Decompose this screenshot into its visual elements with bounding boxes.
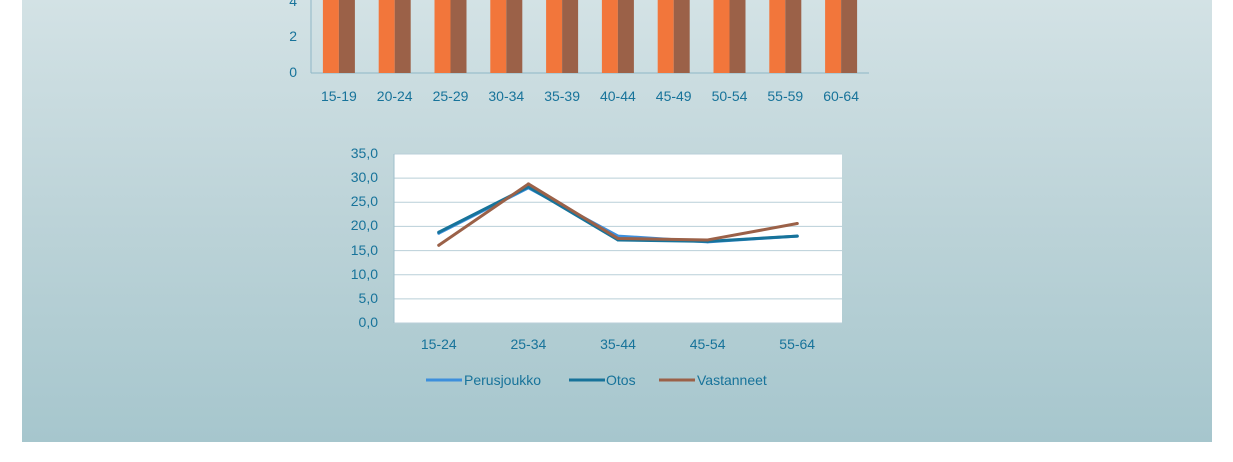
bar-x-tick: 55-59 [767,88,803,104]
bar-x-tick: 35-39 [544,88,580,104]
bar-30-34-series-1 [490,0,507,73]
line-chart: 0,0 5,0 10,0 15,0 20,0 25,0 30,0 35,0 15… [351,145,842,388]
bar-x-tick: 45-49 [656,88,692,104]
bar-y-tick: 2 [289,28,297,44]
bar-55-59-series-2 [785,0,802,73]
line-x-tick: 15-24 [421,336,457,352]
point-vastanneet-15-24 [437,243,441,247]
bar-60-64-series-1 [825,0,842,73]
bar-x-tick: 40-44 [600,88,636,104]
bar-25-29-series-1 [434,0,451,73]
line-y-tick: 10,0 [351,266,378,282]
bar-35-39-series-2 [562,0,579,73]
bar-x-tick: 50-54 [712,88,748,104]
point-vastanneet-45-54 [706,238,710,242]
bar-y-tick: 0 [289,64,297,80]
bar-y-tick: 4 [289,0,297,9]
bar-15-19-series-2 [338,0,355,73]
bar-20-24-series-1 [378,0,395,73]
line-x-tick: 25-34 [510,336,546,352]
bar-40-44-series-1 [601,0,618,73]
point-otos-55-64 [795,234,799,238]
legend-label-perusjoukko: Perusjoukko [464,372,541,388]
bar-25-29-series-2 [450,0,467,73]
point-vastanneet-25-34 [526,182,530,186]
bar-x-tick: 15-19 [321,88,357,104]
bar-20-24-series-2 [394,0,411,73]
legend: Perusjoukko Otos Vastanneet [426,372,767,388]
bar-55-59-series-1 [769,0,786,73]
bar-15-19-series-1 [322,0,339,73]
line-x-tick: 35-44 [600,336,636,352]
line-y-tick: 20,0 [351,217,378,233]
legend-label-vastanneet: Vastanneet [697,372,767,388]
bar-30-34-series-2 [506,0,523,73]
bar-x-tick: 30-34 [488,88,524,104]
line-y-tick: 25,0 [351,193,378,209]
bar-chart: 0 2 4 15-19 20-24 25-29 30-34 35-39 40-44 45-4… [289,0,869,104]
line-x-tick: 55-64 [779,336,815,352]
legend-label-otos: Otos [606,372,636,388]
line-x-tick: 45-54 [690,336,726,352]
bar-45-49-series-2 [673,0,690,73]
bar-40-44-series-2 [617,0,634,73]
line-y-tick: 0,0 [359,314,379,330]
point-vastanneet-35-44 [616,237,620,240]
point-vastanneet-55-64 [795,222,799,226]
line-y-tick: 30,0 [351,169,378,185]
point-otos-15-24 [437,230,441,234]
bar-50-54-series-2 [729,0,746,73]
bar-35-39-series-1 [546,0,563,73]
bar-x-tick: 20-24 [377,88,413,104]
bar-45-49-series-1 [657,0,674,73]
bar-60-64-series-2 [841,0,858,73]
line-y-tick: 35,0 [351,145,378,161]
line-y-tick: 5,0 [359,290,379,306]
bar-50-54-series-1 [713,0,730,73]
bar-x-tick: 60-64 [823,88,859,104]
bar-x-tick: 25-29 [433,88,469,104]
line-y-tick: 15,0 [351,242,378,258]
